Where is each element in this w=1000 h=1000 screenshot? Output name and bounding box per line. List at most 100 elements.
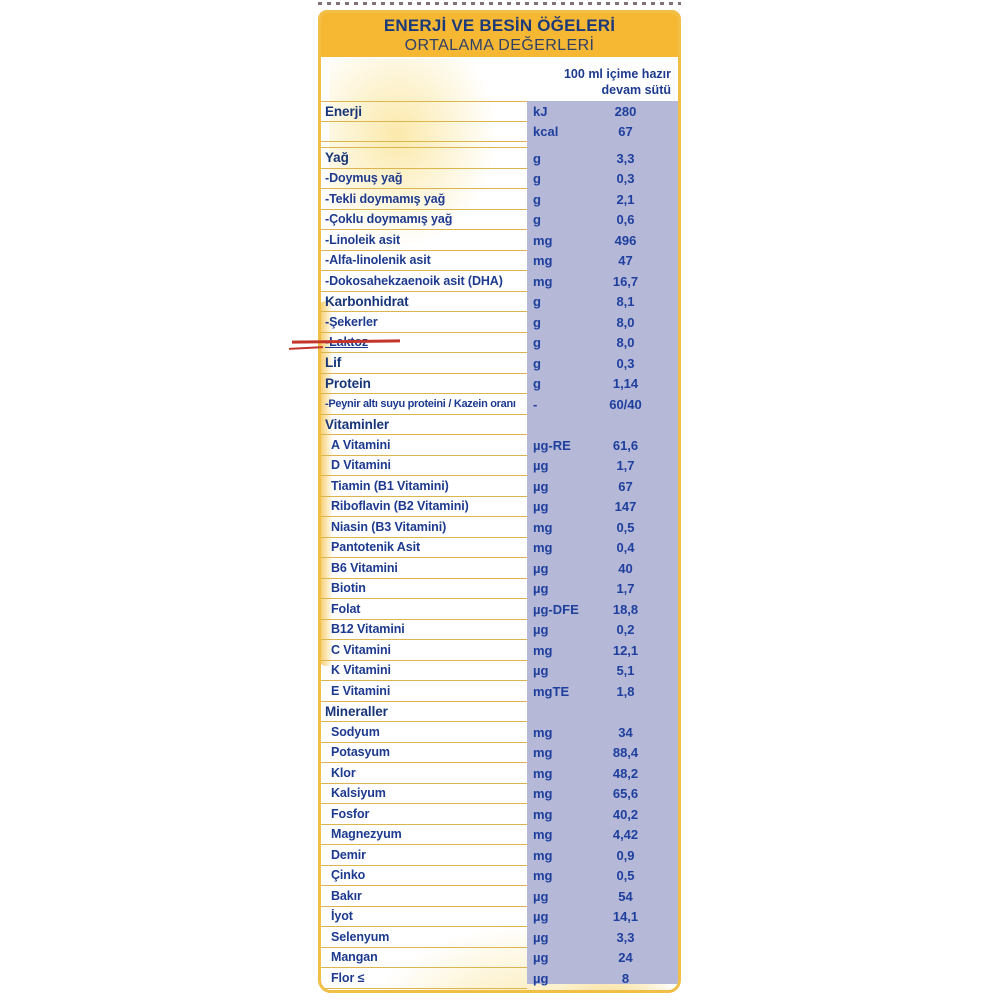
nutrient-value-cell: 5,1 — [616, 663, 635, 679]
nutrient-value-cell: 4,42 — [612, 827, 639, 843]
nutrient-name-cell: Folat — [321, 599, 527, 620]
nutrient-value-cell: 8,0 — [616, 314, 635, 330]
nutrient-unit-cell: µg-DFE — [533, 601, 579, 617]
column-header-line1: 100 ml içime hazır — [563, 66, 671, 81]
nutrient-unit-cell: g — [533, 355, 541, 371]
nutrient-unit-cell: g — [533, 171, 541, 187]
table-row: -Linoleik asit mg 496 — [321, 230, 678, 251]
nutrient-name-cell: -Şekerler — [321, 312, 527, 333]
nutrient-value-cell: 1,14 — [612, 376, 639, 392]
table-row: Çinko mg 0,5 — [321, 866, 678, 886]
nutrient-value-cell: 67 — [618, 478, 633, 494]
nutrient-label: Sodyum — [331, 724, 380, 739]
nutrient-label: E Vitamini — [331, 683, 391, 698]
nutrient-label: A Vitamini — [331, 437, 391, 452]
nutrient-value-cell: 8,0 — [616, 335, 635, 351]
nutrient-unit-cell: µg — [533, 909, 549, 925]
nutrient-label: Selenyum — [331, 929, 390, 944]
nutrient-label: Fosfor — [331, 806, 370, 821]
nutrient-value-cell: 8 — [621, 970, 630, 986]
nutrient-unit-cell: mg — [533, 745, 553, 761]
nutrient-label: -Doymuş yağ — [325, 171, 403, 186]
table-body: Enerji kJ 280 kcal 67 Yağ g 3,3 -Doymuş yağ g 0,3-… — [321, 101, 678, 989]
table-subtitle: ORTALAMA DEĞERLERİ — [404, 36, 595, 54]
nutrient-unit-cell: mgTE — [533, 683, 570, 699]
nutrient-value-cell: 47 — [618, 253, 633, 269]
nutrient-name-cell: Mineraller — [321, 702, 527, 722]
nutrient-value-cell: 24 — [618, 950, 633, 966]
table-row: Fosfor mg 40,2 — [321, 804, 678, 825]
nutrient-value-cell: 8,1 — [616, 294, 635, 310]
nutrient-unit-cell: mg — [533, 765, 553, 781]
nutrient-value-cell: 1,7 — [616, 581, 635, 597]
nutrient-value-cell: 54 — [618, 888, 633, 904]
nutrient-label: K Vitamini — [331, 663, 391, 678]
table-row: Folat µg-DFE 18,8 — [321, 599, 678, 620]
nutrient-label: -Peynir altı suyu proteini / Kazein oran… — [325, 397, 516, 410]
nutrient-label: Folat — [331, 601, 361, 616]
table-row: K Vitamini µg 5,1 — [321, 661, 678, 681]
table-row: Sodyum mg 34 — [321, 722, 678, 743]
nutrient-label: Magnezyum — [331, 827, 402, 842]
table-title-band: ENERJİ VE BESİN ÖĞELERİ ORTALAMA DEĞERLE… — [321, 13, 678, 57]
table-row: Mineraller — [321, 702, 678, 723]
nutrient-name-cell: Mangan — [321, 948, 527, 968]
nutrient-unit-cell: g — [533, 150, 541, 166]
nutrient-value-cell: 496 — [614, 232, 637, 248]
nutrient-label: Karbonhidrat — [325, 293, 409, 309]
nutrient-name-cell: -Çoklu doymamış yağ — [321, 210, 527, 230]
nutrient-label: Klor — [331, 765, 356, 780]
table-row: -Peynir altı suyu proteini / Kazein oran… — [321, 394, 678, 415]
nutrient-unit-cell: mg — [533, 519, 553, 535]
nutrient-name-cell: Sodyum — [321, 722, 527, 743]
nutrient-label: Enerji — [325, 103, 362, 119]
table-row: A Vitamini µg-RE 61,6 — [321, 435, 678, 456]
nutrient-unit-cell: g — [533, 376, 541, 392]
nutrient-name-cell: Potasyum — [321, 743, 527, 763]
nutrient-name-cell: Enerji — [321, 101, 527, 122]
nutrient-label: -Dokosahekzaenoik asit (DHA) — [325, 273, 503, 288]
table-row: Tiamin (B1 Vitamini) µg 67 — [321, 476, 678, 497]
nutrient-value-cell: 0,6 — [616, 212, 635, 228]
nutrient-value-cell: 0,2 — [616, 622, 635, 638]
nutrient-unit-cell: µg — [533, 929, 549, 945]
nutrient-name-cell: İyot — [321, 907, 527, 927]
nutrient-unit-cell: g — [533, 335, 541, 351]
table-row: Selenyum µg 3,3 — [321, 927, 678, 948]
nutrient-unit-cell: mg — [533, 273, 553, 289]
nutrient-unit-cell: - — [533, 396, 538, 412]
nutrient-unit-cell: µg — [533, 888, 549, 904]
nutrient-value-cell: 2,1 — [616, 191, 635, 207]
nutrient-label: Protein — [325, 375, 371, 391]
nutrient-label: Çinko — [331, 868, 366, 883]
nutrient-value-cell: 34 — [618, 724, 633, 740]
nutrient-name-cell: Pantotenik Asit — [321, 538, 527, 558]
nutrient-label: Mineraller — [325, 703, 388, 719]
nutrient-label: -Linoleik asit — [325, 232, 401, 247]
nutrient-unit-cell — [527, 415, 583, 436]
table-row: Niasin (B3 Vitamini) mg 0,5 — [321, 517, 678, 538]
table-row: Mangan µg 24 — [321, 948, 678, 968]
nutrient-unit-cell: µg — [533, 581, 549, 597]
nutrient-value-cell — [583, 415, 678, 436]
nutrient-value-cell: 40 — [618, 560, 633, 576]
nutrient-name-cell: A Vitamini — [321, 435, 527, 456]
table-row: Yağ g 3,3 — [321, 148, 678, 169]
nutrient-label: -Tekli doymamış yağ — [325, 191, 446, 206]
nutrient-name-cell: Niasin (B3 Vitamini) — [321, 517, 527, 538]
nutrient-name-cell: Klor — [321, 763, 527, 784]
nutrient-unit-cell: kJ — [533, 103, 548, 119]
nutrient-name-cell: -Laktoz — [321, 333, 527, 353]
nutrient-unit-cell: g — [533, 314, 541, 330]
nutrient-value-cell: 67 — [618, 124, 633, 140]
nutrient-unit-cell: g — [533, 294, 541, 310]
nutrient-unit-cell: mg — [533, 786, 553, 802]
nutrient-label: D Vitamini — [331, 458, 391, 473]
table-row: Pantotenik Asit mg 0,4 — [321, 538, 678, 558]
nutrient-value-cell — [583, 702, 678, 723]
nutrient-unit-cell: g — [533, 212, 541, 228]
nutrient-value-cell: 147 — [614, 499, 637, 515]
table-row: Demir mg 0,9 — [321, 845, 678, 866]
nutrient-label: Biotin — [331, 581, 366, 596]
table-row: Karbonhidrat g 8,1 — [321, 292, 678, 312]
